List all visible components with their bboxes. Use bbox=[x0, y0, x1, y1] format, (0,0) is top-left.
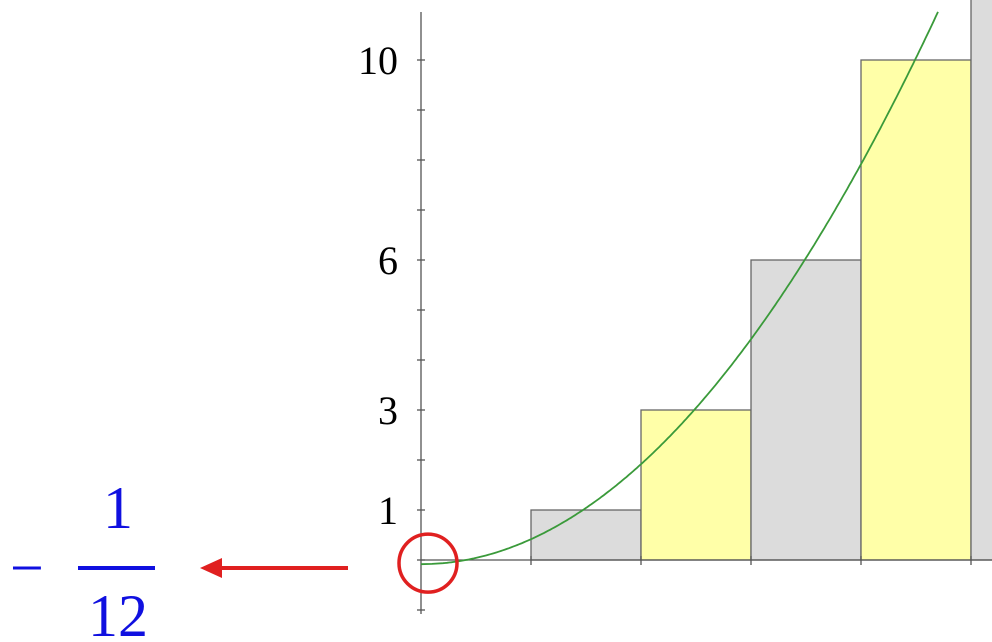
y-tick-label: 10 bbox=[358, 38, 398, 83]
curve-layer bbox=[420, 11, 939, 566]
y-tick-label: 3 bbox=[378, 388, 398, 433]
annotation: − 1 12 bbox=[10, 475, 459, 642]
y-tick-label: 1 bbox=[378, 488, 398, 533]
fraction-minus-sign: − bbox=[10, 535, 44, 601]
step-bar-2 bbox=[640, 409, 752, 561]
step-bar-1 bbox=[530, 509, 642, 561]
step-bars bbox=[530, 0, 992, 561]
y-tick-label: 6 bbox=[378, 238, 398, 283]
step-bar-5 bbox=[970, 0, 992, 561]
tick-labels: 1 3 6 10 bbox=[358, 38, 398, 533]
arrow-head bbox=[200, 558, 222, 578]
axes bbox=[417, 12, 992, 614]
fraction-numerator: 1 bbox=[103, 475, 133, 541]
fraction-denominator: 12 bbox=[88, 583, 148, 642]
highlight-circle bbox=[397, 532, 459, 594]
step-bar-4 bbox=[860, 59, 972, 561]
step-bar-3 bbox=[750, 259, 862, 561]
curve-line bbox=[420, 11, 939, 566]
